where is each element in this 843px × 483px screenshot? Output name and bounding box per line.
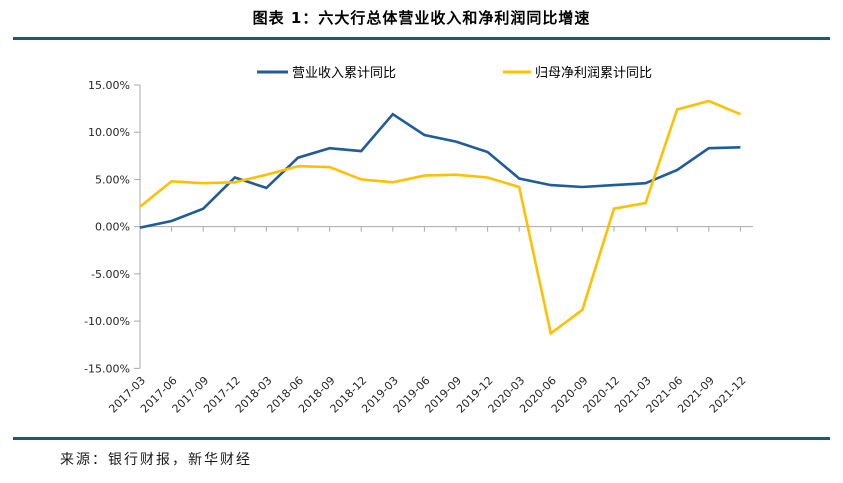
line-chart: 营业收入累计同比 归母净利润累计同比 15.00% 10.00% 5.00% 0.00…	[84, 66, 753, 416]
y-axis-tick-label: -5.00%	[91, 268, 130, 281]
bottom-divider	[13, 437, 830, 440]
source-note: 来源：银行财报，新华财经	[60, 452, 252, 468]
y-axis-tick-label: 5.00%	[95, 173, 130, 186]
legend-label-profit: 归母净利润累计同比	[535, 66, 652, 81]
y-axis-tick-label: -15.00%	[84, 362, 130, 375]
axes: 15.00% 10.00% 5.00% 0.00% -5.00% -10.00% -15.0…	[84, 79, 753, 416]
y-axis-tick-label: 15.00%	[88, 79, 130, 92]
chart-title: 图表 1：六大行总体营业收入和净利润同比增速	[252, 9, 591, 27]
y-axis-tick-label: 0.00%	[95, 221, 130, 234]
legend: 营业收入累计同比 归母净利润累计同比	[257, 66, 652, 81]
plot-series	[139, 99, 741, 336]
y-axis-tick-label: -10.00%	[84, 315, 130, 328]
series-line-profit	[139, 99, 741, 336]
y-axis-tick-label: 10.00%	[88, 126, 130, 139]
legend-label-revenue: 营业收入累计同比	[292, 66, 396, 81]
top-divider	[13, 37, 830, 40]
series-line-revenue	[139, 112, 741, 229]
